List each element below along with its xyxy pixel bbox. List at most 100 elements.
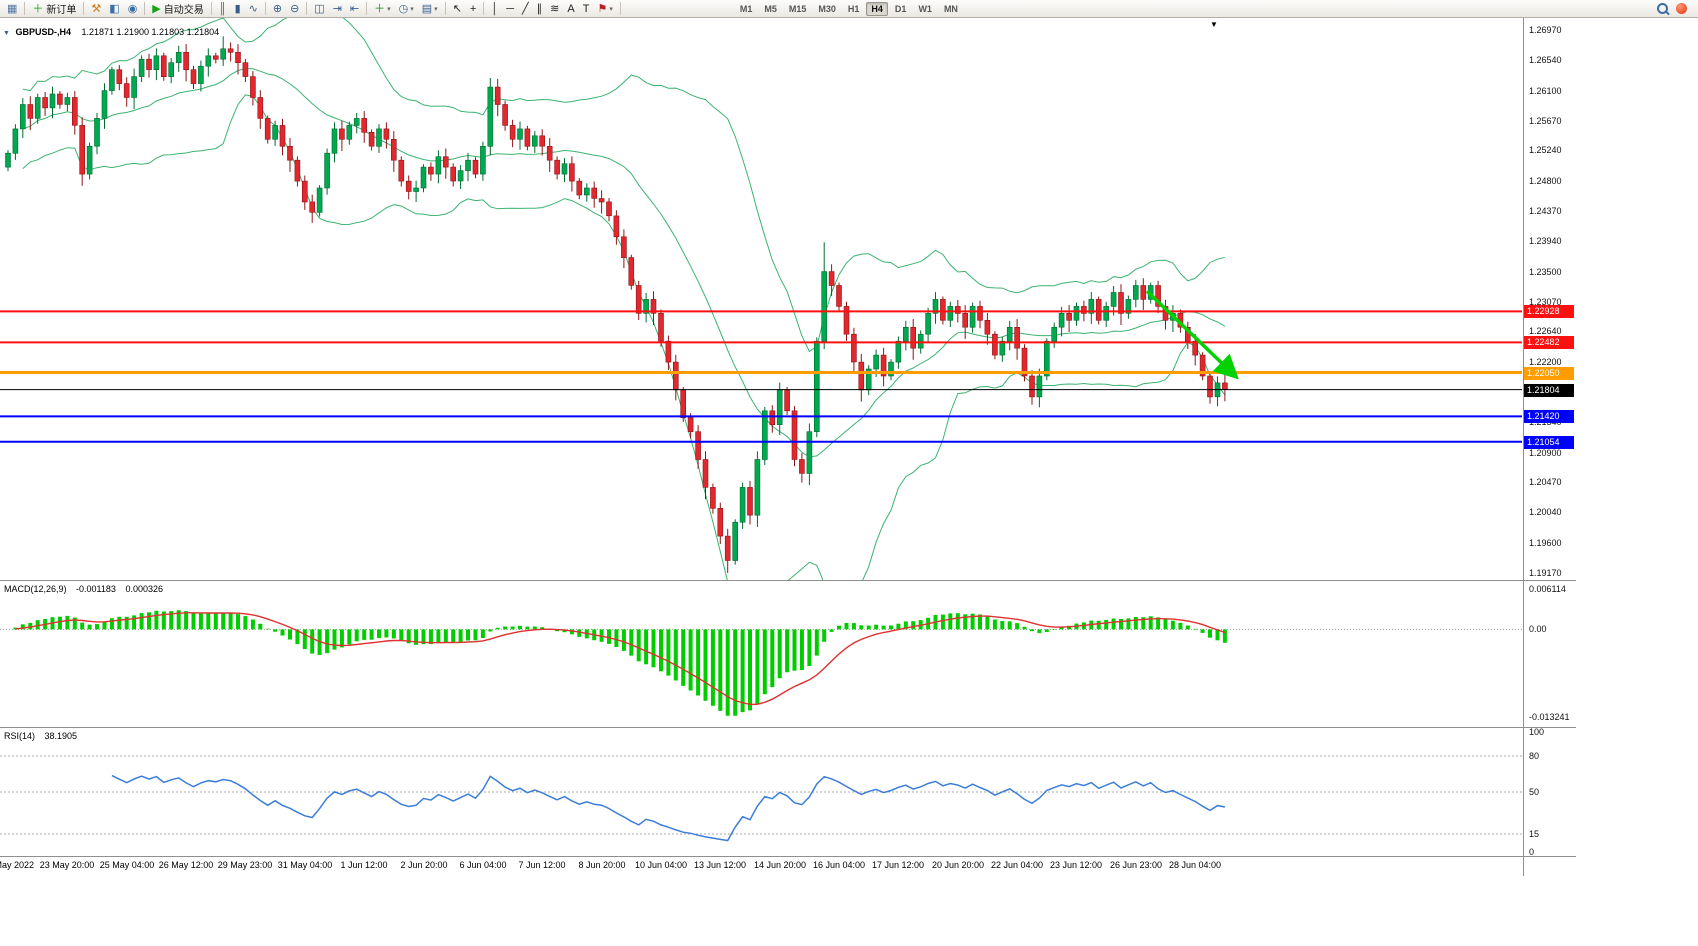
price-level-badge: 1.22482 [1524, 336, 1574, 349]
line-chart-icon[interactable]: ∿ [246, 1, 261, 17]
candlestick-chart-icon[interactable]: ▮ [232, 1, 244, 17]
horizontal-line-icon[interactable]: ─ [503, 1, 517, 17]
toolbar-separator [264, 2, 266, 15]
date-label: 22 Jun 04:00 [990, 860, 1044, 870]
timeframe-h1-button[interactable]: H1 [847, 3, 860, 14]
panel-splitter[interactable] [0, 727, 1576, 728]
macd-tick-label: 0.00 [1529, 624, 1547, 634]
arrows-icon[interactable]: ⚑ ▾ [594, 1, 615, 17]
autotrading-button[interactable]: ▶ 自动交易 [149, 1, 206, 17]
rsi-tick-label: 0 [1529, 847, 1535, 857]
timeframe-m15-button[interactable]: M15 [788, 3, 807, 14]
chart-shift-marker[interactable]: ▼ [1210, 20, 1218, 29]
rsi-tick-label: 50 [1529, 787, 1540, 797]
trendline-icon[interactable]: ╱ [519, 1, 532, 17]
toolbar-separator [366, 2, 368, 15]
date-label: 2 Jun 20:00 [400, 860, 448, 870]
chevron-down-icon: ▾ [609, 5, 613, 13]
fibonacci-icon[interactable]: ≋ [547, 1, 562, 17]
price-tick-label: 1.23070 [1529, 297, 1562, 307]
date-label: 25 May 04:00 [99, 860, 155, 870]
market-watch-icon[interactable]: ◧ [106, 1, 122, 17]
crosshair-icon[interactable]: + [467, 1, 479, 17]
trend-arrow-annotation[interactable] [1145, 289, 1239, 380]
timeframe-m1-button[interactable]: M1 [739, 3, 753, 14]
indicators-icon: ＋ [374, 2, 386, 15]
price-tick-label: 1.26100 [1529, 86, 1562, 96]
price-level-badge: 1.21054 [1524, 436, 1574, 449]
macd-main-value: -0.001183 [76, 584, 116, 594]
price-axis[interactable]: 1.26970 1.26540 1.26100 1.25670 1.25240 1.248… [1523, 18, 1698, 876]
macd-label: MACD(12,26,9) -0.001183 0.000326 [4, 584, 170, 594]
new-chart-icon: ▦ [7, 2, 18, 15]
channel-icon[interactable]: ∥ [534, 1, 546, 17]
rsi-tick-label: 80 [1529, 751, 1540, 761]
notification-badge[interactable] [1673, 1, 1690, 17]
auto-scroll-icon[interactable]: ⇥ [330, 1, 345, 17]
panel-splitter[interactable] [0, 856, 1576, 857]
search-icon[interactable] [1654, 1, 1671, 17]
search-icon [1657, 3, 1668, 14]
metaeditor-icon[interactable]: ⚒ [88, 1, 104, 17]
rsi-canvas[interactable] [0, 728, 1522, 856]
macd-tick-label: -0.013241 [1529, 712, 1570, 722]
macd-panel[interactable]: MACD(12,26,9) -0.001183 0.000326 [0, 581, 1522, 727]
fibonacci-icon: ≋ [550, 2, 560, 15]
tile-windows-icon[interactable]: ◫ [311, 1, 327, 17]
timeframe-m5-button[interactable]: M5 [764, 3, 777, 14]
rsi-tick-label: 15 [1529, 829, 1540, 839]
timeframe-mn-button[interactable]: MN [943, 3, 958, 14]
autotrading-icon: ▶ [152, 2, 161, 15]
zoom-in-icon[interactable]: ⊕ [270, 1, 285, 17]
new-order-button[interactable]: ＋新订单 [29, 1, 79, 17]
timeframe-w1-button[interactable]: W1 [918, 3, 932, 14]
one-click-trading-toggle[interactable]: ▼ [3, 30, 10, 37]
templates-icon[interactable]: ▤ ▾ [419, 1, 441, 17]
label-icon[interactable]: T [580, 1, 593, 17]
zoom-in-icon: ⊕ [272, 2, 283, 15]
date-label: 1 Jun 12:00 [340, 860, 388, 870]
price-tick-label: 1.22200 [1529, 357, 1562, 367]
timeframe-d1-button[interactable]: D1 [894, 3, 907, 14]
zoom-out-icon[interactable]: ⊖ [287, 1, 302, 17]
price-tick-label: 1.19170 [1529, 568, 1562, 578]
new-chart-icon[interactable]: ▦ [4, 1, 20, 17]
vertical-line-icon[interactable]: │ [488, 1, 501, 17]
price-chart-panel[interactable]: ▼ GBPUSD-,H4 1.21871 1.21900 1.21803 1.2… [0, 18, 1522, 580]
date-label: 6 Jun 04:00 [459, 860, 507, 870]
macd-canvas[interactable] [0, 581, 1522, 727]
periods-icon[interactable]: ◷ ▾ [396, 1, 417, 17]
horizontal-line-icon: ─ [506, 2, 515, 15]
auto-scroll-icon: ⇥ [332, 2, 342, 15]
rsi-line [111, 774, 1226, 842]
text-icon[interactable]: A [564, 1, 577, 17]
date-label: 10 Jun 04:00 [634, 860, 688, 870]
timeframe-m30-button[interactable]: M30 [818, 3, 836, 14]
chart-shift-icon[interactable]: ⇤ [347, 1, 362, 17]
bar-chart-icon[interactable]: ║ [216, 1, 230, 17]
chevron-down-icon: ▾ [410, 5, 414, 13]
navigator-icon[interactable]: ◉ [125, 1, 141, 17]
tile-windows-icon: ◫ [314, 2, 325, 15]
cursor-icon[interactable]: ↖ [450, 1, 465, 17]
timeframe-h4-button[interactable]: H4 [866, 1, 888, 16]
arrows-icon: ⚑ [597, 2, 608, 15]
market-watch-icon: ◧ [109, 2, 120, 15]
bar-chart-icon: ║ [218, 2, 227, 15]
rsi-value: 38.1905 [44, 731, 78, 741]
rsi-tick-label: 100 [1529, 727, 1545, 737]
indicators-icon[interactable]: ＋ ▾ [371, 1, 394, 17]
vertical-line-icon: │ [491, 2, 499, 15]
price-chart-canvas[interactable] [0, 18, 1522, 580]
price-tick-label: 1.23940 [1529, 236, 1562, 246]
crosshair-icon: + [469, 2, 477, 15]
rsi-panel[interactable]: RSI(14) 38.1905 [0, 728, 1522, 856]
panel-splitter[interactable] [0, 580, 1576, 581]
date-label: 28 Jun 04:00 [1168, 860, 1222, 870]
price-level-badge: 1.22050 [1524, 367, 1574, 380]
main-toolbar: ▦ ＋新订单 ⚒ ◧ ◉ ▶ 自动交易 ║ ▮ ∿ ⊕ ⊖ ◫ ⇥ ⇤ ＋ ▾ ◷ ▾ ▤ ▾ ↖ + │ ─ ╱ ∥ ≋ A T ⚑ ▾ M1… [0, 0, 1698, 18]
price-level-badge: 1.22928 [1524, 305, 1574, 318]
price-tick-label: 1.20040 [1529, 507, 1562, 517]
toolbar-separator [144, 2, 146, 15]
